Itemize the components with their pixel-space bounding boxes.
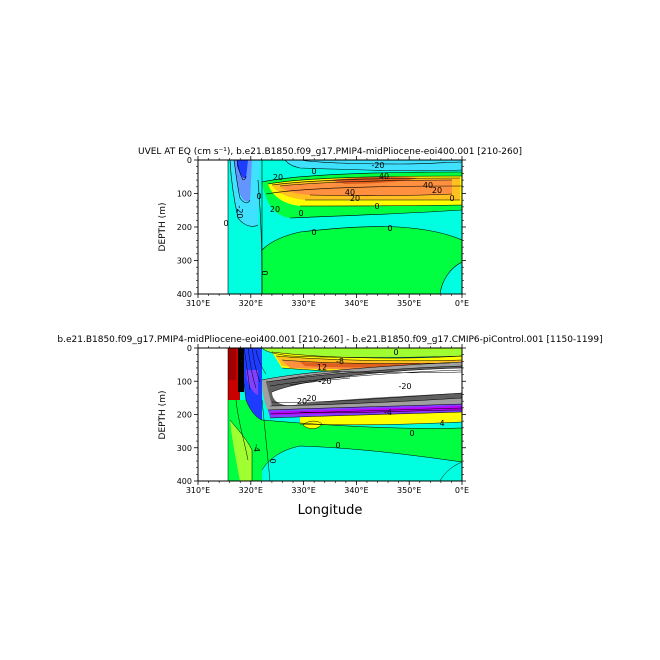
lower-contour-label: -20 bbox=[398, 382, 411, 391]
lower-x-tick-label: 320°E bbox=[239, 486, 263, 495]
upper-contour-label: 40 bbox=[379, 172, 389, 181]
upper-panel-plot-area: -20 20 0 40 40 40 20 20 0 20 0 0 0 0 0 -… bbox=[198, 160, 462, 294]
lower-x-tick-label: 310°E bbox=[186, 486, 210, 495]
lower-contour-label: 20 bbox=[297, 397, 307, 406]
lower-panel-title: b.e21.B1850.f09_g17.PMIP4-midPliocene-eo… bbox=[57, 335, 602, 345]
upper-panel-axes: 310°E 320°E 330°E 340°E 350°E 0°E010020030040… bbox=[177, 156, 469, 308]
lower-x-tick-label: 0°E bbox=[455, 486, 469, 495]
upper-contour-label: 0 bbox=[260, 270, 269, 275]
upper-x-tick-label: 350°E bbox=[397, 299, 421, 308]
upper-contour-label: 0 bbox=[387, 224, 392, 233]
upper-contour-label: 0 bbox=[311, 228, 316, 237]
upper-x-tick-label: 0°E bbox=[455, 299, 469, 308]
upper-contour-label: 0 bbox=[449, 194, 454, 203]
lower-contour-label: 0 bbox=[335, 441, 340, 450]
lower-contour-label: 4 bbox=[439, 419, 444, 428]
lower-contour-label: -20 bbox=[318, 377, 331, 386]
lower-y-tick-label: 0 bbox=[187, 344, 192, 353]
lower-contour-label: 0 bbox=[409, 429, 414, 438]
lower-x-tick-label: 350°E bbox=[397, 486, 421, 495]
lower-x-tick-label: 330°E bbox=[291, 486, 315, 495]
upper-contour-label: 0 bbox=[298, 209, 303, 218]
lower-dark-red-west bbox=[228, 348, 236, 380]
lower-black-west bbox=[238, 348, 244, 392]
upper-x-tick-label: 310°E bbox=[186, 299, 210, 308]
upper-panel: UVEL AT EQ (cm s⁻¹), b.e21.B1850.f09_g17… bbox=[138, 147, 522, 308]
upper-land-mask bbox=[198, 160, 228, 294]
upper-contour-label: 40 bbox=[423, 181, 433, 190]
upper-y-tick-label: 0 bbox=[187, 156, 192, 165]
lower-magenta-band bbox=[270, 406, 462, 415]
upper-contour-label: 40 bbox=[345, 188, 355, 197]
lower-panel-axes: 310°E 320°E 330°E 340°E 350°E 0°E010020030040… bbox=[177, 344, 469, 495]
lower-contour-labels: 0 12 -8 -20 -20 20 4 -4 -20 -4 0 0 0 bbox=[252, 348, 445, 464]
upper-cyan-deep-corner bbox=[440, 262, 462, 294]
lower-y-tick-label: 200 bbox=[177, 411, 192, 420]
upper-contour-label: 0 bbox=[374, 202, 379, 211]
lower-light-green-surface bbox=[262, 348, 462, 358]
upper-contour-label: 20 bbox=[270, 205, 280, 214]
upper-y-axis-label: DEPTH (m) bbox=[158, 203, 168, 252]
lower-y-axis-label: DEPTH (m) bbox=[158, 391, 168, 440]
upper-contour-label: 0 bbox=[256, 192, 261, 201]
upper-orange-jet-core bbox=[280, 180, 452, 196]
upper-x-tick-label: 330°E bbox=[291, 299, 315, 308]
upper-contour-label: 20 bbox=[432, 186, 442, 195]
lower-contour-label: -8 bbox=[336, 357, 344, 366]
lower-contour-label: -4 bbox=[252, 444, 261, 452]
lower-land-mask bbox=[198, 348, 228, 481]
lower-purple-west bbox=[246, 370, 258, 395]
x-axis-label: Longitude bbox=[298, 503, 363, 518]
lower-contour-label: -20 bbox=[303, 394, 316, 403]
upper-x-tick-label: 320°E bbox=[239, 299, 263, 308]
upper-contour-lines bbox=[227, 160, 462, 294]
lower-y-tick-label: 100 bbox=[177, 377, 192, 386]
upper-contour-label: -20 bbox=[371, 161, 384, 170]
lower-green-mid-depth bbox=[262, 420, 462, 470]
lower-contour-label: -4 bbox=[384, 408, 392, 417]
lower-contour-lines bbox=[227, 348, 462, 481]
upper-blue-west bbox=[234, 160, 252, 202]
lower-yellow-eddy bbox=[303, 421, 322, 429]
lower-contour-label: 0 bbox=[393, 348, 398, 357]
lower-y-tick-label: 300 bbox=[177, 444, 192, 453]
lower-contour-label: 12 bbox=[317, 363, 327, 372]
upper-contour-label: -20 bbox=[235, 205, 244, 218]
lower-panel: b.e21.B1850.f09_g17.PMIP4-midPliocene-eo… bbox=[57, 335, 602, 518]
lower-y-tick-label: 400 bbox=[177, 477, 192, 486]
lower-x-tick-label: 340°E bbox=[344, 486, 368, 495]
upper-panel-title: UVEL AT EQ (cm s⁻¹), b.e21.B1850.f09_g17… bbox=[138, 147, 522, 157]
upper-y-tick-label: 300 bbox=[177, 257, 192, 266]
upper-y-tick-label: 200 bbox=[177, 223, 192, 232]
lower-panel-plot-area: 0 12 -8 -20 -20 20 4 -4 -20 -4 0 0 0 bbox=[198, 348, 462, 481]
lower-light-green-west bbox=[230, 420, 252, 481]
upper-contour-label: 0 bbox=[223, 219, 228, 228]
upper-contour-labels: -20 20 0 40 40 40 20 20 0 20 0 0 0 0 0 -… bbox=[223, 161, 454, 276]
upper-deep-blue-west bbox=[237, 160, 248, 179]
lower-white-jet-core bbox=[272, 368, 462, 406]
upper-contour-label: 0 bbox=[311, 167, 316, 176]
upper-y-tick-label: 400 bbox=[177, 290, 192, 299]
upper-contour-label: 20 bbox=[350, 194, 360, 203]
upper-x-tick-label: 340°E bbox=[344, 299, 368, 308]
upper-y-tick-label: 100 bbox=[177, 190, 192, 199]
upper-contour-label: 20 bbox=[273, 173, 283, 182]
lower-contour-label: 0 bbox=[268, 458, 277, 463]
